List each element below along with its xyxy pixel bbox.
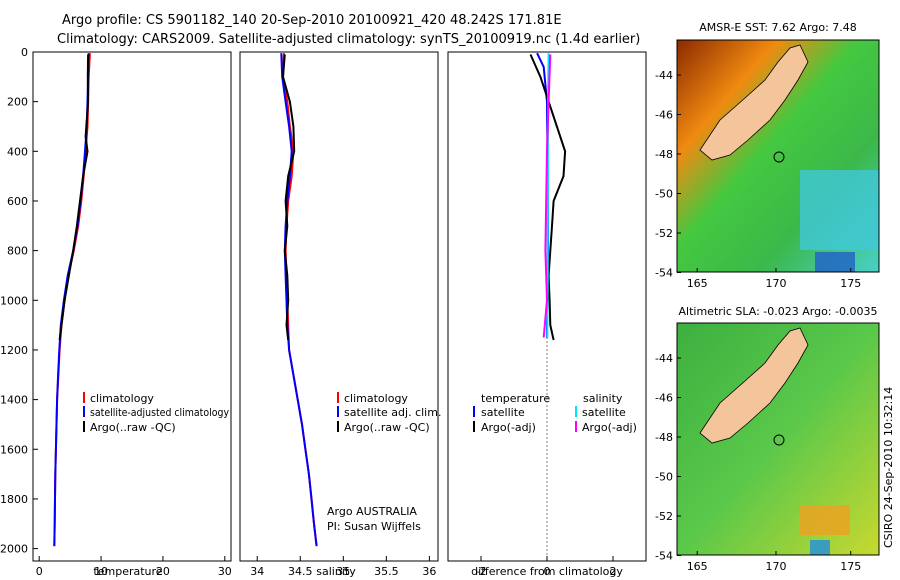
sla-map-frame	[676, 322, 880, 556]
map-x-tick-label: 165	[687, 560, 708, 573]
header-line1: Argo profile: CS 5901182_140 20-Sep-2010…	[62, 13, 562, 28]
map-x-tick-label: 170	[765, 277, 786, 290]
salinity-axes	[239, 51, 439, 562]
salinity-xlabel: salinity	[316, 565, 356, 578]
sla-map	[677, 323, 879, 555]
x-tick-label: 34.5	[288, 565, 313, 578]
x-tick-label: 0	[544, 565, 551, 578]
difference-xlabel: difference from climatology	[471, 565, 623, 578]
map-x-tick-label: 170	[765, 560, 786, 573]
map-y-tick-label: -52	[655, 510, 673, 523]
series-satellite	[280, 53, 318, 547]
map-y-tick-label: -52	[655, 227, 673, 240]
sla-low-patch	[810, 540, 830, 555]
depth-tick-label: 600	[7, 195, 28, 208]
series-argo	[58, 54, 90, 341]
sla-map-axes: 165 170 175 -44 -46 -48 -50 -52 -54	[655, 352, 861, 573]
depth-tick-label: 1400	[0, 394, 28, 407]
map-y-tick-label: -54	[655, 550, 673, 563]
map-y-tick-label: -48	[655, 148, 673, 161]
temperature-axes	[32, 51, 232, 562]
series-climatology	[53, 53, 91, 547]
sla-south-island	[699, 327, 809, 444]
depth-tick-label: 1000	[0, 294, 28, 307]
legend-label-temp-argo: Argo(-adj)	[481, 421, 536, 434]
depth-tick-label: 0	[21, 46, 28, 59]
difference-x-axis: -2 0 2	[476, 556, 617, 578]
map-x-tick-label: 165	[687, 277, 708, 290]
series-temp-argo	[529, 54, 567, 341]
legend-header-temperature: temperature	[481, 392, 550, 405]
x-tick-label: 35	[336, 565, 350, 578]
map-y-tick-label: -54	[655, 267, 673, 280]
temperature-legend: climatology satellite-adjusted climatolo…	[83, 392, 229, 434]
x-tick-label: 30	[218, 565, 232, 578]
sla-map-title: Altimetric SLA: -0.023 Argo: -0.0035	[679, 305, 878, 318]
map-y-tick-label: -44	[655, 69, 673, 82]
map-x-tick-label: 175	[840, 560, 861, 573]
x-tick-label: 20	[156, 565, 170, 578]
map-y-tick-label: -50	[655, 471, 673, 484]
depth-tick-label: 1200	[0, 344, 28, 357]
sst-float-marker	[773, 151, 785, 163]
header-line2: Climatology: CARS2009. Satellite-adjuste…	[57, 32, 640, 47]
x-tick-label: 10	[94, 565, 108, 578]
legend-label-satellite: satellite-adjusted climatology	[90, 406, 229, 419]
temperature-series	[53, 53, 91, 547]
map-y-tick-label: -46	[655, 109, 673, 122]
legend-label-argo: Argo(..raw -QC)	[90, 421, 176, 434]
depth-tick-label: 1800	[0, 493, 28, 506]
depth-tick-label: 2000	[0, 543, 28, 556]
depth-tick-label: 200	[7, 96, 28, 109]
series-sal-argo	[542, 54, 552, 338]
x-tick-label: 0	[36, 565, 43, 578]
sst-map	[677, 40, 879, 272]
legend-label-climatology: climatology	[344, 392, 408, 405]
legend-label-argo: Argo(..raw -QC)	[344, 421, 430, 434]
map-x-tick-label: 175	[840, 277, 861, 290]
series-sal-satellite	[546, 53, 550, 338]
x-tick-label: -2	[476, 565, 487, 578]
x-tick-label: 34	[250, 565, 264, 578]
temperature-x-axis: 0 10 20 30	[36, 556, 232, 578]
difference-series	[529, 52, 567, 341]
map-y-tick-label: -44	[655, 352, 673, 365]
sst-cool-patch	[800, 170, 879, 250]
sst-south-island	[699, 44, 809, 161]
depth-tick-label: 800	[7, 245, 28, 258]
sst-map-axes: 165 170 175 -44 -46 -48 -50 -52 -54	[655, 69, 861, 290]
side-stamp: CSIRO 24-Sep-2010 10:32:14	[882, 387, 895, 548]
difference-legend: temperature salinity satellite Argo(-adj…	[473, 392, 637, 434]
series-argo	[281, 54, 296, 341]
depth-axis: 0 200 400 600 800 1000 1200 1400 1600 1800 2000	[0, 46, 38, 556]
annotation-pi: PI: Susan Wijffels	[327, 520, 421, 533]
annotation-argo-australia: Argo AUSTRALIA	[327, 505, 417, 518]
legend-label-climatology: climatology	[90, 392, 154, 405]
x-tick-label: 35.5	[374, 565, 399, 578]
sst-cold-patch	[815, 252, 855, 272]
depth-tick-label: 400	[7, 145, 28, 158]
x-tick-label: 2	[610, 565, 617, 578]
sst-map-title: AMSR-E SST: 7.62 Argo: 7.48	[699, 21, 857, 34]
legend-label-satellite: satellite adj. clim.	[344, 406, 441, 419]
map-y-tick-label: -50	[655, 188, 673, 201]
legend-label-sal-satellite: satellite	[582, 406, 626, 419]
legend-label-temp-satellite: satellite	[481, 406, 525, 419]
sst-map-frame	[676, 39, 880, 273]
x-tick-label: 36	[422, 565, 436, 578]
map-y-tick-label: -46	[655, 392, 673, 405]
salinity-legend: climatology satellite adj. clim. Argo(..…	[327, 392, 441, 533]
salinity-x-axis: 34 34.5 35 35.5 36	[250, 556, 436, 578]
legend-label-sal-argo: Argo(-adj)	[582, 421, 637, 434]
temperature-xlabel: temperature	[93, 565, 162, 578]
depth-tick-label: 1600	[0, 443, 28, 456]
sla-high-patch	[800, 505, 850, 535]
map-y-tick-label: -48	[655, 431, 673, 444]
series-satellite	[53, 53, 90, 547]
salinity-series	[280, 53, 318, 547]
legend-header-salinity: salinity	[583, 392, 623, 405]
sla-float-marker	[773, 434, 785, 446]
